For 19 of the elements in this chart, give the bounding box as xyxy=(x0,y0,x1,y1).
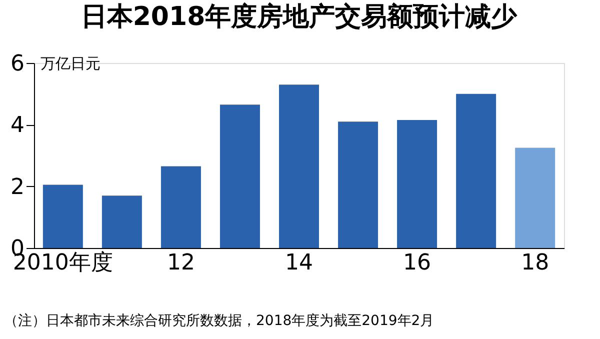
bar xyxy=(456,94,496,248)
bar xyxy=(397,120,438,248)
y-tick-label: 4 xyxy=(10,113,24,138)
x-tick-label: 12 xyxy=(166,250,195,276)
bar xyxy=(279,84,319,248)
y-axis-title: 万亿日元 xyxy=(40,54,100,72)
x-tick-label: 14 xyxy=(285,250,313,276)
bar xyxy=(515,148,556,248)
bar xyxy=(102,196,142,248)
bar xyxy=(338,122,378,248)
y-tick-label: 6 xyxy=(10,52,24,76)
bar xyxy=(42,184,83,248)
bar xyxy=(160,166,201,248)
text: （注）日本都市未来综合研究所数数据，2018年度为截至2019年2月 xyxy=(4,313,434,329)
chart-title: 日本2018年度房地产交易额预计减少 xyxy=(80,2,518,32)
y-tick-label: 2 xyxy=(10,174,24,200)
x-tick-label: 16 xyxy=(403,250,432,276)
bar xyxy=(220,104,260,248)
x-tick-label: 18 xyxy=(521,250,550,276)
